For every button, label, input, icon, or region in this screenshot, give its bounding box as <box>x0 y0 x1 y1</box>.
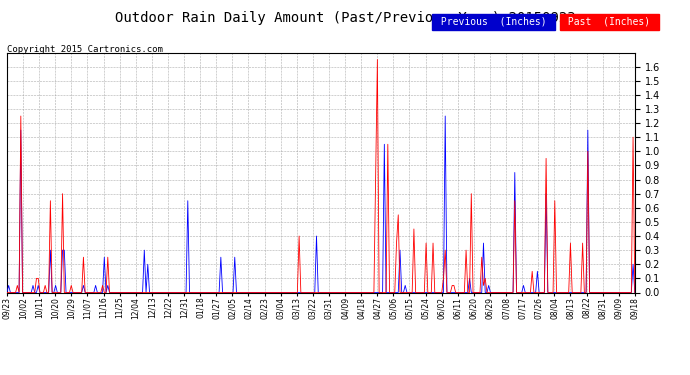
Text: Copyright 2015 Cartronics.com: Copyright 2015 Cartronics.com <box>7 45 163 54</box>
Text: Past  (Inches): Past (Inches) <box>562 17 656 27</box>
Text: Outdoor Rain Daily Amount (Past/Previous Year) 20150923: Outdoor Rain Daily Amount (Past/Previous… <box>115 11 575 25</box>
Text: Previous  (Inches): Previous (Inches) <box>435 17 552 27</box>
